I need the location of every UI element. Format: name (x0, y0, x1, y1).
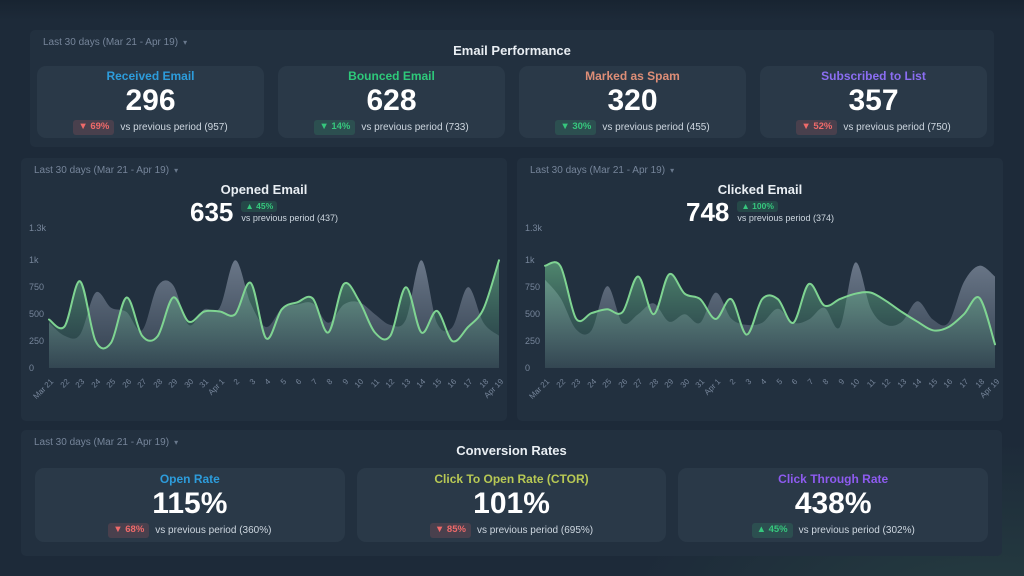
y-axis-tick: 500 (525, 309, 541, 320)
kpi-delta-row: ▼ 52% vs previous period (750) (796, 119, 951, 135)
y-axis-tick: 1k (29, 255, 39, 266)
delta-badge: ▲ 45% (751, 522, 793, 538)
delta-badge: ▼ 52% (796, 119, 838, 135)
kpi-cards-row: Received Email 296 ▼ 69% vs previous per… (37, 66, 987, 138)
email-performance-panel: Last 30 days (Mar 21 - Apr 19) ▾ Email P… (30, 30, 994, 147)
kpi-delta-row: ▼ 85% vs previous period (695%) (429, 522, 594, 538)
kpi-value: 357 (848, 84, 899, 118)
kpi-delta-row: ▼ 30% vs previous period (455) (555, 119, 710, 135)
kpi-delta-row: ▼ 69% vs previous period (957) (73, 119, 228, 135)
kpi-cards-row: Open Rate 115% ▼ 68% vs previous period … (35, 468, 989, 542)
kpi-label: Subscribed to List (821, 69, 926, 84)
conversion-rates-panel: Last 30 days (Mar 21 - Apr 19) ▾ Convers… (21, 430, 1002, 556)
delta-badge: ▼ 69% (73, 119, 115, 135)
clicked-email-plot (544, 261, 996, 368)
date-range-label: Last 30 days (Mar 21 - Apr 19) (34, 165, 170, 176)
panel-title: Email Performance (453, 43, 571, 58)
kpi-label: Marked as Spam (585, 69, 680, 84)
chevron-down-icon: ▾ (183, 37, 188, 47)
delta-badge: ▲ 45% (241, 200, 278, 213)
chart-value-row: 635 ▲ 45% vs previous period (437) (21, 199, 507, 225)
kpi-value: 115% (152, 487, 228, 521)
opened-email-chart: 1.3k 1k 750 500 250 0 Mar 21 22 23 24 25 26 27 28 29 3… (21, 224, 507, 418)
y-axis-tick: 250 (29, 336, 45, 347)
y-axis-tick: 750 (29, 282, 45, 293)
y-axis-tick: 750 (525, 282, 541, 293)
chart-value: 635 (190, 197, 234, 227)
y-axis-tick: 1k (525, 255, 535, 266)
chart-title: Clicked Email (717, 182, 803, 197)
vs-previous-period: vs previous period (957) (120, 121, 228, 133)
opened-email-plot (48, 259, 500, 368)
kpi-value: 628 (366, 84, 417, 118)
vs-previous-period: vs previous period (695%) (476, 524, 594, 536)
date-range-label: Last 30 days (Mar 21 - Apr 19) (34, 437, 170, 448)
delta-badge: ▼ 30% (555, 119, 597, 135)
date-range-selector[interactable]: Last 30 days (Mar 21 - Apr 19) ▾ (530, 165, 674, 176)
vs-previous-period: vs previous period (374) (737, 213, 834, 224)
date-range-selector[interactable]: Last 30 days (Mar 21 - Apr 19) ▾ (34, 165, 178, 176)
delta-badge: ▼ 68% (108, 522, 150, 538)
clicked-email-chart: 1.3k 1k 750 500 250 0 Mar 21 22 23 24 25 26 27 28 29 3… (517, 224, 1003, 418)
y-axis-tick: 1.3k (525, 223, 543, 233)
chart-delta-stack: ▲ 45% vs previous period (437) (241, 200, 338, 224)
kpi-label: Click To Open Rate (CTOR) (434, 472, 589, 487)
delta-badge: ▲ 100% (737, 200, 778, 213)
chart-title: Opened Email (220, 182, 308, 197)
clicked-email-panel: Last 30 days (Mar 21 - Apr 19) ▾ Clicked… (517, 158, 1003, 421)
date-range-selector[interactable]: Last 30 days (Mar 21 - Apr 19) ▾ (43, 37, 187, 48)
kpi-label: Open Rate (159, 472, 220, 487)
kpi-value: 296 (125, 84, 176, 118)
kpi-card-subscribed-to-list: Subscribed to List 357 ▼ 52% vs previous… (760, 66, 987, 138)
panel-title: Conversion Rates (456, 443, 567, 458)
kpi-label: Received Email (106, 69, 195, 84)
kpi-delta-row: ▲ 45% vs previous period (302%) (751, 522, 915, 538)
kpi-delta-row: ▼ 14% vs previous period (733) (314, 119, 469, 135)
chart-delta-stack: ▲ 100% vs previous period (374) (737, 200, 834, 224)
y-axis-tick: 250 (525, 336, 541, 347)
y-axis-tick: 0 (29, 363, 35, 373)
kpi-card-click-to-open-rate: Click To Open Rate (CTOR) 101% ▼ 85% vs … (356, 468, 667, 542)
opened-email-panel: Last 30 days (Mar 21 - Apr 19) ▾ Opened … (21, 158, 507, 421)
kpi-value: 438% (794, 487, 872, 521)
kpi-label: Bounced Email (348, 69, 435, 84)
chart-value: 748 (686, 197, 730, 227)
vs-previous-period: vs previous period (360%) (155, 524, 272, 536)
date-range-label: Last 30 days (Mar 21 - Apr 19) (43, 37, 179, 48)
vs-previous-period: vs previous period (455) (602, 121, 710, 133)
date-range-selector[interactable]: Last 30 days (Mar 21 - Apr 19) ▾ (34, 437, 178, 448)
vs-previous-period: vs previous period (437) (241, 213, 338, 224)
y-axis-tick: 500 (29, 309, 45, 320)
date-range-label: Last 30 days (Mar 21 - Apr 19) (530, 165, 666, 176)
chevron-down-icon: ▾ (174, 165, 179, 175)
kpi-card-open-rate: Open Rate 115% ▼ 68% vs previous period … (35, 468, 345, 542)
vs-previous-period: vs previous period (302%) (798, 524, 915, 536)
kpi-delta-row: ▼ 68% vs previous period (360%) (108, 522, 272, 538)
kpi-label: Click Through Rate (778, 472, 889, 487)
chart-value-row: 748 ▲ 100% vs previous period (374) (517, 199, 1003, 225)
delta-badge: ▼ 85% (429, 522, 471, 538)
vs-previous-period: vs previous period (733) (361, 121, 469, 133)
chevron-down-icon: ▾ (670, 165, 675, 175)
kpi-card-click-through-rate: Click Through Rate 438% ▲ 45% vs previou… (678, 468, 989, 542)
chevron-down-icon: ▾ (174, 437, 179, 447)
kpi-card-marked-as-spam: Marked as Spam 320 ▼ 30% vs previous per… (519, 66, 746, 138)
kpi-value: 101% (473, 487, 550, 521)
kpi-value: 320 (607, 84, 658, 118)
y-axis-tick: 1.3k (29, 223, 47, 233)
kpi-card-received-email: Received Email 296 ▼ 69% vs previous per… (37, 66, 264, 138)
vs-previous-period: vs previous period (750) (843, 121, 951, 133)
delta-badge: ▼ 14% (314, 119, 356, 135)
kpi-card-bounced-email: Bounced Email 628 ▼ 14% vs previous peri… (278, 66, 505, 138)
y-axis-tick: 0 (525, 363, 531, 373)
